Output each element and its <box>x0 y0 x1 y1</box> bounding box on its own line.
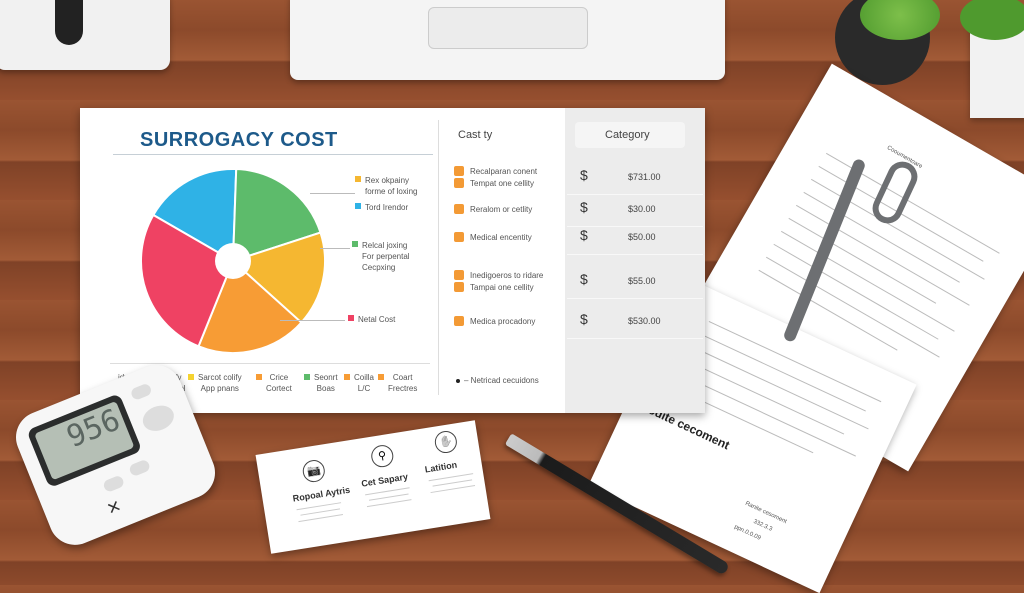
cost-amount: $50.00 <box>628 232 656 242</box>
calculator-button[interactable] <box>102 474 126 494</box>
legend-swatch-icon <box>256 374 262 380</box>
category-icon <box>454 316 464 326</box>
currency-symbol: $ <box>580 311 588 327</box>
page-title: SURROGACY COST <box>140 129 338 151</box>
pie-hole <box>215 243 251 279</box>
category-icon <box>454 166 464 176</box>
bottom-legend-item: Seonrt Boas <box>304 372 338 394</box>
pie-legend-item: Tord Irendor <box>355 202 408 213</box>
legend-swatch-icon <box>344 374 350 380</box>
cost-item-label: Inedigoeros to ridare <box>470 271 544 280</box>
pie-slice <box>140 213 235 348</box>
card-item-title: Latition <box>424 459 458 475</box>
bottom-legend-item: Coilla L/C <box>344 372 374 394</box>
card-item-title: Ropoal Aytris <box>292 484 351 504</box>
calculator-button[interactable] <box>139 401 178 436</box>
cost-item-label: Tampai one cellity <box>470 283 534 292</box>
currency-symbol: $ <box>580 227 588 243</box>
desk-device <box>0 0 170 70</box>
cost-item-label: Medica procadony <box>470 317 536 326</box>
cost-amount: $30.00 <box>628 204 656 214</box>
legend-swatch-icon <box>378 374 384 380</box>
cost-amount: $731.00 <box>628 172 661 182</box>
calculator-button[interactable] <box>129 382 153 402</box>
bullet-icon <box>456 379 460 383</box>
bottom-legend-item: Crice Cortect <box>256 372 292 394</box>
legend-swatch-icon <box>348 315 354 321</box>
footnote: – Netricad cecuidons <box>456 375 539 386</box>
pie-legend-item: Rex okpainy forme of loxing <box>355 175 417 197</box>
bottle-icon: ⚲ <box>369 443 395 469</box>
legend-label: Crice Cortect <box>266 373 292 393</box>
legend-swatch-icon <box>352 241 358 247</box>
plant-leaves <box>860 0 940 40</box>
legend-swatch-icon <box>188 374 194 380</box>
bottom-legend-item: Sarcot colify App pnans <box>188 372 242 394</box>
legend-label: Coart Frectres <box>388 373 418 393</box>
cost-type-header: Cast ty <box>458 129 493 141</box>
currency-symbol: $ <box>580 199 588 215</box>
monitor-stand <box>290 0 725 80</box>
legend-swatch-icon <box>304 374 310 380</box>
footnote-text: – Netricad cecuidons <box>464 376 539 385</box>
cost-item-label: Recalparan conent <box>470 167 538 176</box>
pie-slice <box>151 168 238 263</box>
multiply-icon: × <box>103 492 125 521</box>
calculator-display: 956 <box>34 400 135 481</box>
bottom-legend-item: Coart Frectres <box>378 372 417 394</box>
cost-item-label: Medical encentity <box>470 233 532 242</box>
legend-label: Rex okpainy forme of loxing <box>365 176 418 196</box>
calculator-button[interactable] <box>128 458 152 478</box>
pie-slice <box>231 231 326 324</box>
pie-legend-item: Relcal joxing For perpental Cecpxing <box>352 240 410 273</box>
currency-symbol: $ <box>580 167 588 183</box>
pie-legend-item: Netal Cost <box>348 314 395 325</box>
legend-swatch-icon <box>355 203 361 209</box>
cost-amount: $530.00 <box>628 316 661 326</box>
pie-slice <box>231 168 322 263</box>
cost-sheet: SURROGACY COST Rex okpainy forme of loxi… <box>80 108 705 413</box>
legend-label: Tord Irendor <box>365 203 409 212</box>
hand-icon: ✋ <box>433 429 459 455</box>
pie-chart <box>140 168 326 354</box>
camera-icon: 📷 <box>301 458 327 484</box>
card-item-title: Cet Sapary <box>360 471 409 489</box>
currency-symbol: $ <box>580 271 588 287</box>
legend-label: Sarcot colify App pnans <box>198 373 242 393</box>
cost-item-label: Tempat one cellity <box>470 179 535 188</box>
category-icon <box>454 204 464 214</box>
category-icon <box>454 178 464 188</box>
category-icon <box>454 282 464 292</box>
category-header-box <box>575 122 685 148</box>
info-card: 📷 Ropoal Aytris ⚲ Cet Sapary ✋ Latition <box>255 420 491 554</box>
category-icon <box>454 270 464 280</box>
plant-leaves-right <box>960 0 1024 40</box>
legend-label: Relcal joxing For perpental Cecpxing <box>362 241 410 272</box>
legend-label: Coilla L/C <box>354 373 375 393</box>
category-icon <box>454 232 464 242</box>
category-header: Category <box>605 129 650 141</box>
legend-label: Netal Cost <box>358 315 396 324</box>
legend-swatch-icon <box>355 176 361 182</box>
calculator-screen: 956 <box>26 393 143 489</box>
cost-item-label: Reralom or cetlity <box>470 205 533 214</box>
cost-amount: $55.00 <box>628 276 656 286</box>
legend-label: Seonrt Boas <box>314 373 338 393</box>
